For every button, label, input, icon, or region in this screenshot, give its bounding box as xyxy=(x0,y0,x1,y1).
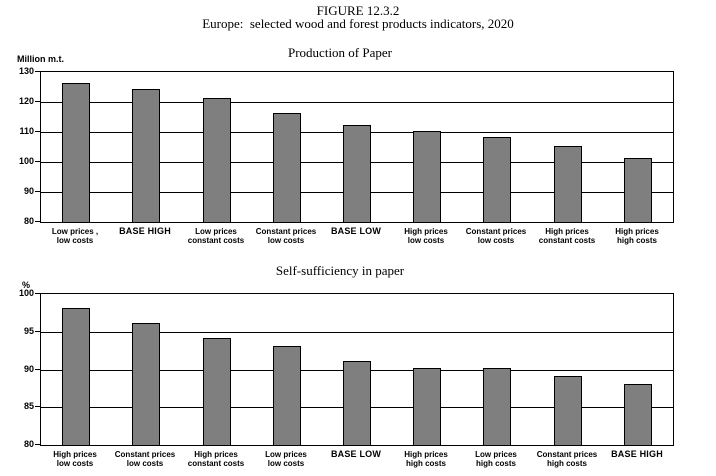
category-label: High prices high costs xyxy=(615,227,659,245)
bar xyxy=(554,376,582,445)
bar xyxy=(343,361,371,445)
y-tick-label: 100 xyxy=(18,156,34,166)
chart-title: Production of Paper xyxy=(288,45,392,60)
y-tick-label: 100 xyxy=(18,288,34,298)
y-tick-mark xyxy=(35,331,40,332)
y-tick-label: 95 xyxy=(23,326,34,336)
bar xyxy=(413,131,441,222)
y-tick-mark xyxy=(35,293,40,294)
y-tick-label: 90 xyxy=(23,186,34,196)
bar xyxy=(483,368,511,445)
y-axis-unit-label: % xyxy=(22,280,31,290)
y-tick-mark xyxy=(35,369,40,370)
bar xyxy=(343,125,371,222)
y-axis-unit-label: Million m.t. xyxy=(17,54,64,64)
bar xyxy=(62,83,90,222)
y-tick-mark xyxy=(35,191,40,192)
figure-number: FIGURE 12.3.2 xyxy=(316,3,400,18)
y-tick-label: 110 xyxy=(19,126,34,136)
y-tick-mark xyxy=(35,71,40,72)
category-label: High prices constant costs xyxy=(538,227,596,245)
category-label: High prices high costs xyxy=(404,450,448,468)
bar xyxy=(273,346,301,445)
y-tick-mark xyxy=(35,444,40,445)
chart-production-of-paper: Production of Paper Million m.t. Low pri… xyxy=(0,40,716,258)
category-label: Constant prices high costs xyxy=(536,450,598,468)
bar xyxy=(554,146,582,222)
bar xyxy=(132,89,160,222)
category-label: BASE HIGH xyxy=(119,226,171,236)
category-label: Low prices high costs xyxy=(475,450,517,468)
bar xyxy=(273,113,301,222)
category-label: Low prices , low costs xyxy=(51,227,99,245)
y-tick-mark xyxy=(35,131,40,132)
gridline xyxy=(41,102,673,103)
y-tick-mark xyxy=(35,221,40,222)
y-tick-label: 130 xyxy=(18,66,34,76)
bar xyxy=(483,137,511,222)
category-label: Constant prices low costs xyxy=(465,227,527,245)
gridline xyxy=(41,331,673,333)
y-tick-label: 90 xyxy=(23,364,34,374)
category-label: BASE HIGH xyxy=(611,449,663,459)
category-label: High prices low costs xyxy=(404,227,448,245)
category-label: Constant prices low costs xyxy=(255,227,317,245)
y-tick-label: 120 xyxy=(18,96,34,106)
chart-self-sufficiency-in-paper: Self-sufficiency in paper % High prices l… xyxy=(0,258,716,476)
y-tick-label: 85 xyxy=(23,401,34,411)
figure-subtitle: Europe: selected wood and forest product… xyxy=(202,16,514,31)
y-tick-mark xyxy=(35,101,40,102)
category-label: Low prices constant costs xyxy=(187,227,245,245)
category-label: BASE LOW xyxy=(330,449,382,459)
bar xyxy=(624,158,652,222)
y-tick-mark xyxy=(35,161,40,162)
bar xyxy=(132,323,160,445)
category-label: BASE LOW xyxy=(330,226,382,236)
bar xyxy=(624,384,652,445)
bar xyxy=(62,308,90,445)
y-tick-label: 80 xyxy=(23,439,34,449)
bar xyxy=(203,98,231,222)
category-label: High prices low costs xyxy=(53,450,97,468)
category-label: Low prices low costs xyxy=(265,450,307,468)
bar xyxy=(203,338,231,445)
bar xyxy=(413,368,441,445)
category-label: High prices constant costs xyxy=(187,450,245,468)
y-tick-label: 80 xyxy=(23,216,34,226)
plot-area xyxy=(40,293,674,446)
chart-title: Self-sufficiency in paper xyxy=(275,263,405,278)
plot-area xyxy=(40,71,674,223)
y-tick-mark xyxy=(35,406,40,407)
category-label: Constant prices low costs xyxy=(114,450,176,468)
